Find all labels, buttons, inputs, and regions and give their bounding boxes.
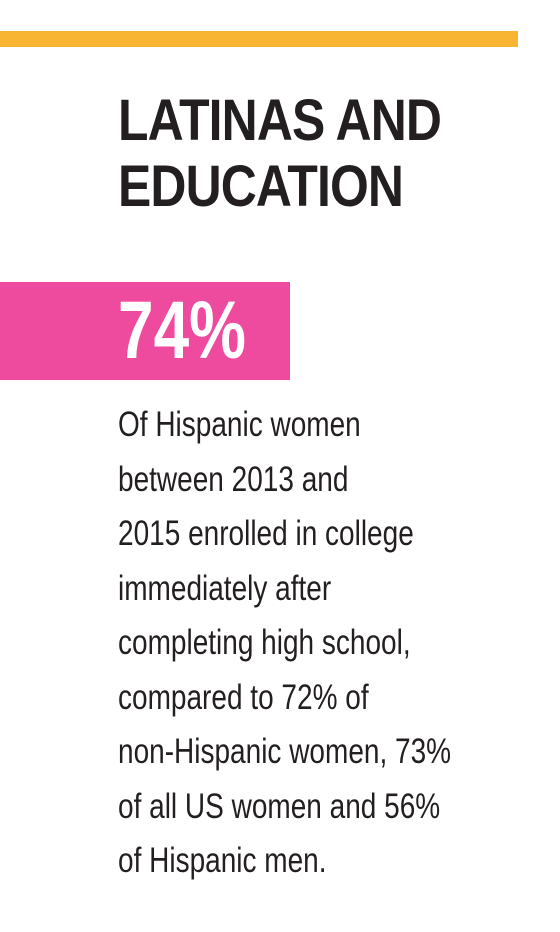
description-line-1: Of Hispanic women [118,405,361,444]
description-line-6: compared to 72% of [118,677,369,717]
description-line-8: of all US women and 56% [118,786,441,826]
description-line-3: 2015 enrolled in college [118,514,414,553]
description-line-9: of Hispanic men. [118,841,327,880]
description-line-7: non-Hispanic women, 73% [118,732,452,771]
title-line-2: EDUCATION [118,154,404,219]
stat-value: 74% [118,285,247,376]
description-line-2: between 2013 and [118,459,349,499]
stat-description: Of Hispanic women between 2013 and 2015 … [118,398,494,889]
stat-highlight-box [0,282,290,380]
page-title: LATINAS AND EDUCATION [118,88,442,220]
title-line-1: LATINAS AND [118,88,442,153]
description-line-4: immediately after [118,568,332,608]
description-line-5: completing high school, [118,623,411,662]
top-accent-bar [0,31,518,47]
